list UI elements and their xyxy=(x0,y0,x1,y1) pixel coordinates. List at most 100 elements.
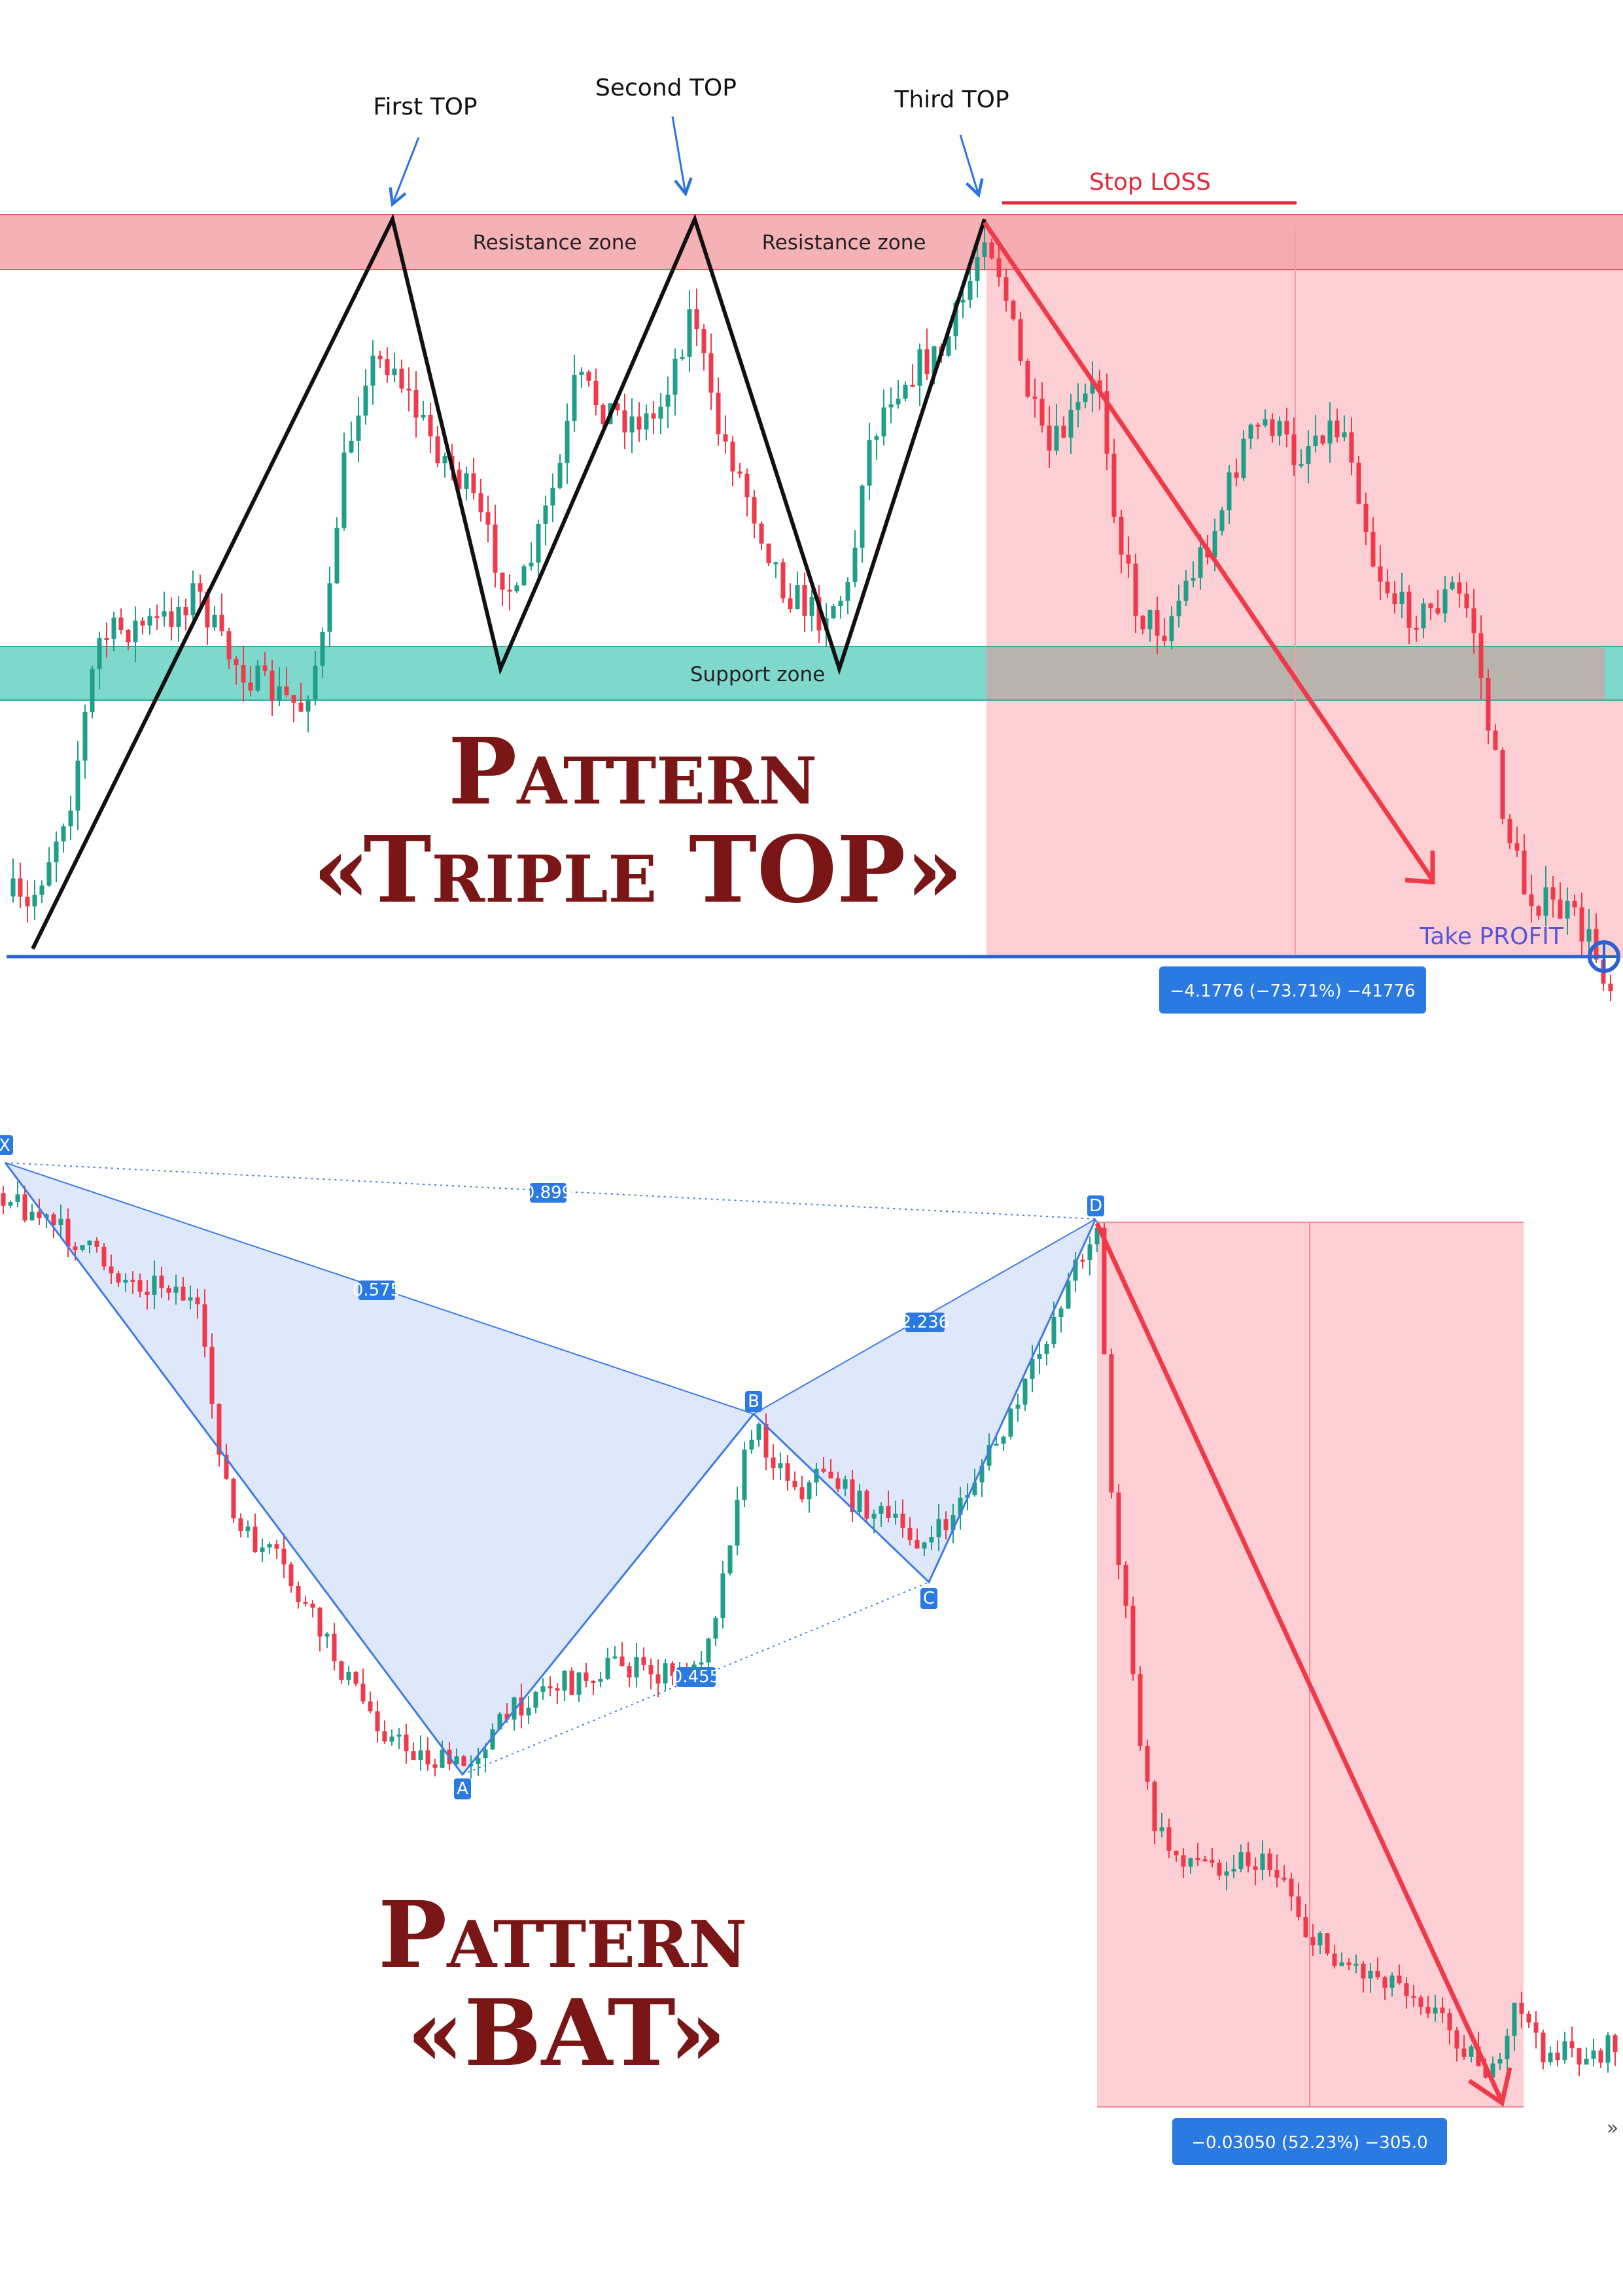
candle xyxy=(209,1347,215,1404)
candle xyxy=(540,1686,546,1692)
candle xyxy=(241,665,246,683)
candle xyxy=(1047,425,1052,451)
candle xyxy=(1219,510,1225,531)
ratio-badge-ab-d: 2.236 xyxy=(901,1313,949,1332)
bat-point-a[interactable]: A xyxy=(454,1778,471,1799)
candle xyxy=(183,607,188,616)
candle xyxy=(742,1449,747,1500)
candle xyxy=(1512,2002,1517,2036)
candle xyxy=(262,665,268,671)
candle xyxy=(1555,2053,1560,2060)
candle xyxy=(850,1479,855,1512)
candle xyxy=(737,471,742,474)
candle xyxy=(1066,1280,1071,1309)
candle xyxy=(1155,610,1160,636)
bat-point-c[interactable]: C xyxy=(920,1588,937,1609)
candle xyxy=(576,1672,582,1695)
candle xyxy=(44,1214,49,1218)
third-top-label: Third TOP xyxy=(894,86,1009,113)
ratio-badge-xa-b: 0.575 xyxy=(353,1280,401,1300)
candle xyxy=(1284,421,1289,434)
candle xyxy=(1202,1859,1208,1862)
candle xyxy=(10,878,16,896)
candle xyxy=(1353,1964,1359,1966)
candle xyxy=(788,598,793,610)
candle xyxy=(620,1656,625,1667)
candle xyxy=(1483,2066,1488,2078)
candle xyxy=(1370,531,1376,567)
bat-point-b[interactable]: B xyxy=(745,1391,762,1412)
bat-ac-dotted xyxy=(462,1581,930,1775)
candle xyxy=(425,1750,430,1765)
candle xyxy=(917,349,922,386)
candle xyxy=(562,1670,567,1691)
candle xyxy=(1032,397,1038,399)
candle xyxy=(334,527,340,584)
candle xyxy=(1022,1379,1028,1405)
candle xyxy=(1083,393,1088,402)
candle xyxy=(1037,1354,1042,1359)
stop-loss-label: Stop LOSS xyxy=(1089,169,1211,196)
candle xyxy=(133,620,138,643)
candle xyxy=(202,1304,207,1347)
candle xyxy=(231,1478,236,1519)
candle xyxy=(22,1194,27,1221)
candle xyxy=(519,1697,524,1716)
candle xyxy=(1227,472,1232,510)
triple-top-measure-badge: −4.1776 (−73.71%) −41776 xyxy=(1159,966,1426,1014)
candle xyxy=(1418,1997,1423,2007)
candle xyxy=(1030,1358,1035,1379)
candle xyxy=(288,1564,294,1587)
candle xyxy=(270,671,275,701)
candle xyxy=(951,1515,956,1530)
candle xyxy=(1476,2046,1481,2066)
bat-point-x[interactable]: X xyxy=(0,1135,13,1156)
candle xyxy=(32,894,37,907)
candle xyxy=(145,1292,150,1295)
candle xyxy=(68,810,73,826)
candle xyxy=(622,410,627,433)
candle xyxy=(886,1506,891,1518)
candle xyxy=(572,374,577,421)
candle xyxy=(867,440,872,486)
candle xyxy=(385,359,390,376)
candle xyxy=(332,1633,337,1661)
candle xyxy=(291,695,296,703)
candle xyxy=(80,1245,85,1250)
candle xyxy=(245,1527,251,1532)
candle xyxy=(1478,633,1484,678)
candle xyxy=(665,395,671,407)
scroll-right-icon[interactable]: » xyxy=(1607,2117,1618,2140)
bat-panel: X A B C D 0.899 0.575 2.236 xyxy=(0,1135,1618,2165)
bat-point-d[interactable]: D xyxy=(1087,1195,1104,1216)
candle xyxy=(1457,582,1462,594)
candle xyxy=(1217,1862,1222,1876)
candle xyxy=(1605,2035,1611,2063)
candle xyxy=(457,469,462,489)
candle xyxy=(1363,503,1369,532)
candle xyxy=(504,1714,510,1720)
candle xyxy=(1039,398,1045,426)
candle xyxy=(238,1518,243,1532)
candle xyxy=(1450,582,1455,590)
candle xyxy=(94,1241,99,1247)
candle xyxy=(1087,1244,1092,1260)
candle xyxy=(1289,1879,1294,1897)
candle xyxy=(317,1607,323,1637)
candle xyxy=(97,638,102,669)
candle xyxy=(843,1479,848,1489)
candle xyxy=(831,606,836,618)
candle xyxy=(896,398,901,405)
take-profit-label: Take PROFIT xyxy=(1419,923,1564,950)
candle xyxy=(440,1749,445,1768)
candle xyxy=(893,1513,898,1518)
candle xyxy=(658,406,663,419)
candle xyxy=(1548,2053,1553,2062)
candle xyxy=(1291,434,1297,465)
candle xyxy=(461,1756,466,1766)
candle xyxy=(857,1491,862,1512)
svg-text:C: C xyxy=(923,1589,935,1608)
candle xyxy=(320,631,325,666)
candle xyxy=(569,1670,574,1695)
candle xyxy=(932,346,937,374)
